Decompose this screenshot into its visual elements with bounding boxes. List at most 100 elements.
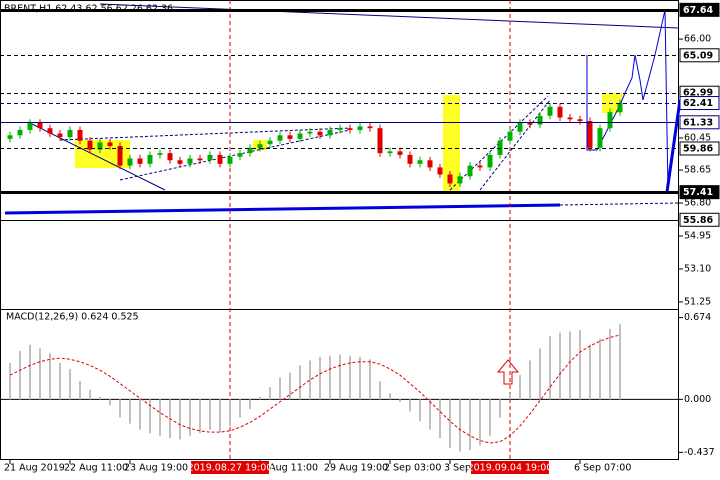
candle-body xyxy=(217,154,223,164)
x-tick-label: 2 Sep 03:00 xyxy=(384,463,441,474)
level-label-box xyxy=(679,96,720,111)
histogram-bar xyxy=(499,399,501,418)
x-tick-label: 28 Aug 11:00 xyxy=(254,463,318,474)
histogram-bar xyxy=(269,387,271,400)
level-label-box xyxy=(679,141,720,156)
level-label: 62.99 xyxy=(683,88,713,99)
histogram-bar xyxy=(119,399,121,418)
candle-body xyxy=(367,126,373,129)
level-label: 62.41 xyxy=(683,98,713,109)
trend-line xyxy=(119,129,351,181)
candle-body xyxy=(467,165,473,177)
histogram-bar xyxy=(549,336,551,400)
y-tick-label: 0.000 xyxy=(684,394,711,405)
level-label-box xyxy=(679,212,720,227)
x-tick-label: 21 Aug 2019 xyxy=(4,463,65,474)
trend-line xyxy=(479,99,551,191)
histogram-bar xyxy=(299,365,301,400)
histogram-bar xyxy=(469,399,471,451)
histogram-bar xyxy=(139,399,141,430)
y-tick-label: 0.674 xyxy=(684,312,711,323)
histogram-bar xyxy=(439,399,441,439)
histogram-bar xyxy=(459,399,461,452)
histogram-bar xyxy=(449,399,451,448)
histogram-bar xyxy=(389,393,391,400)
y-tick-label: 56.80 xyxy=(684,198,711,209)
candle-body xyxy=(477,165,483,168)
histogram-bar xyxy=(379,381,381,400)
candle-body xyxy=(377,128,383,154)
candle-body xyxy=(67,129,73,138)
candle-body xyxy=(617,103,623,113)
histogram-bar xyxy=(489,399,491,436)
level-label: 55.86 xyxy=(683,215,713,226)
histogram-bar xyxy=(599,338,601,400)
histogram-bar xyxy=(529,360,531,400)
candle-body xyxy=(17,129,23,136)
histogram-bar xyxy=(319,356,321,400)
candle-body xyxy=(77,129,83,141)
histogram-bar xyxy=(559,332,561,400)
candle-body xyxy=(237,153,243,157)
arrow xyxy=(496,359,520,385)
histogram-bar xyxy=(289,372,291,400)
histogram-bar xyxy=(339,354,341,400)
histogram-bar xyxy=(579,330,581,400)
candle-body xyxy=(247,147,253,154)
candle-body xyxy=(307,131,313,134)
histogram-bar xyxy=(49,353,51,400)
candle-body xyxy=(417,160,423,164)
candle-body xyxy=(277,135,283,141)
level-label-box xyxy=(679,185,720,200)
candle-body xyxy=(507,131,513,141)
plot-border xyxy=(0,0,679,460)
y-tick-label: 51.25 xyxy=(684,296,711,307)
candle-body xyxy=(607,112,613,129)
candle-body xyxy=(517,122,523,132)
candle-body xyxy=(557,106,563,118)
event-label: 2019.09.04 19:00 xyxy=(468,463,553,474)
candle-body xyxy=(497,140,503,155)
candle-body xyxy=(577,119,583,122)
candle-body xyxy=(37,122,43,129)
histogram-bar xyxy=(69,369,71,400)
histogram-bar xyxy=(479,399,481,446)
histogram-bar xyxy=(619,324,621,400)
histogram-bar xyxy=(509,393,511,400)
trend-line xyxy=(59,127,351,141)
candle-body xyxy=(317,131,323,136)
candle-body xyxy=(437,167,443,175)
candle-body xyxy=(147,154,153,164)
histogram-bar xyxy=(429,399,431,430)
candle-body xyxy=(297,133,303,139)
histogram-bar xyxy=(419,399,421,422)
candle-body xyxy=(587,121,593,148)
candle-body xyxy=(207,154,213,161)
y-tick-label: -0.437 xyxy=(684,447,715,458)
candle-body xyxy=(87,140,93,150)
histogram-bar xyxy=(229,399,231,427)
candle-body xyxy=(57,133,63,138)
histogram-bar xyxy=(59,362,61,400)
histogram-bar xyxy=(609,328,611,400)
event-label: 2019.08.27 19:00 xyxy=(188,463,273,474)
histogram-bar xyxy=(569,331,571,400)
histogram-bar xyxy=(239,399,241,418)
trend-line xyxy=(99,3,679,29)
y-tick-label: 58.65 xyxy=(684,165,711,176)
histogram-bar xyxy=(369,359,371,400)
histogram-bar xyxy=(519,375,521,400)
level-label: 65.09 xyxy=(683,50,713,61)
candle-body xyxy=(227,156,233,164)
candle-body xyxy=(27,122,33,130)
x-tick-label: 29 Aug 19:00 xyxy=(324,463,388,474)
histogram-bar xyxy=(179,399,181,440)
candle-body xyxy=(537,115,543,125)
level-label-box xyxy=(679,2,720,17)
y-tick-label: 54.95 xyxy=(684,231,711,242)
histogram-bar xyxy=(189,399,191,436)
histogram-bar xyxy=(109,399,111,406)
level-label-box xyxy=(679,115,720,130)
candle-body xyxy=(7,135,13,139)
